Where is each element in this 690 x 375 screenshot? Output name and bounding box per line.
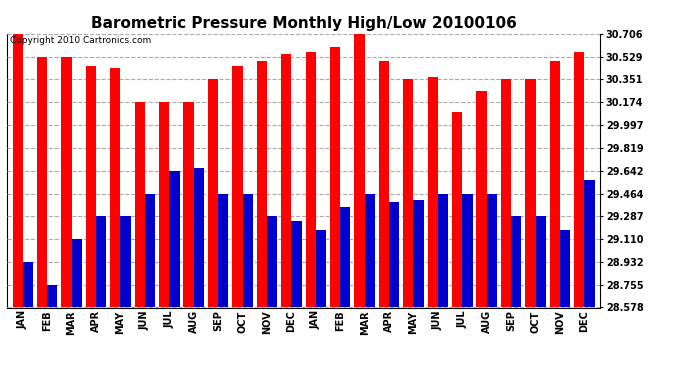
Bar bbox=[316, 230, 326, 308]
Bar bbox=[169, 171, 179, 308]
Bar bbox=[364, 194, 375, 308]
Bar bbox=[550, 61, 560, 308]
Bar bbox=[462, 194, 473, 308]
Bar bbox=[389, 202, 400, 308]
Bar bbox=[86, 66, 96, 308]
Bar bbox=[306, 52, 316, 308]
Bar bbox=[291, 221, 302, 308]
Bar bbox=[218, 194, 228, 308]
Bar bbox=[452, 112, 462, 308]
Text: Copyright 2010 Cartronics.com: Copyright 2010 Cartronics.com bbox=[10, 36, 151, 45]
Bar bbox=[47, 285, 57, 308]
Bar bbox=[145, 194, 155, 308]
Bar bbox=[477, 91, 486, 308]
Bar bbox=[194, 168, 204, 308]
Bar bbox=[135, 102, 145, 308]
Bar bbox=[403, 80, 413, 308]
Bar bbox=[486, 194, 497, 308]
Bar bbox=[233, 66, 243, 308]
Bar bbox=[96, 216, 106, 308]
Bar bbox=[184, 102, 194, 308]
Bar bbox=[330, 47, 340, 308]
Bar bbox=[584, 180, 595, 308]
Bar bbox=[511, 216, 522, 308]
Bar bbox=[243, 194, 253, 308]
Bar bbox=[257, 61, 267, 308]
Bar bbox=[340, 207, 351, 308]
Bar bbox=[61, 57, 72, 308]
Bar bbox=[208, 80, 218, 308]
Bar bbox=[501, 80, 511, 308]
Bar bbox=[159, 102, 169, 308]
Bar bbox=[110, 68, 121, 308]
Bar bbox=[72, 239, 82, 308]
Bar bbox=[560, 230, 570, 308]
Bar bbox=[379, 61, 389, 308]
Title: Barometric Pressure Monthly High/Low 20100106: Barometric Pressure Monthly High/Low 201… bbox=[90, 16, 517, 31]
Bar bbox=[23, 262, 33, 308]
Bar bbox=[37, 57, 47, 308]
Bar bbox=[574, 52, 584, 308]
Bar bbox=[355, 34, 364, 308]
Bar bbox=[281, 54, 291, 307]
Bar bbox=[438, 194, 449, 308]
Bar bbox=[413, 201, 424, 308]
Bar bbox=[535, 216, 546, 308]
Bar bbox=[525, 80, 535, 308]
Bar bbox=[428, 77, 438, 308]
Bar bbox=[267, 216, 277, 308]
Bar bbox=[12, 34, 23, 308]
Bar bbox=[121, 216, 130, 308]
